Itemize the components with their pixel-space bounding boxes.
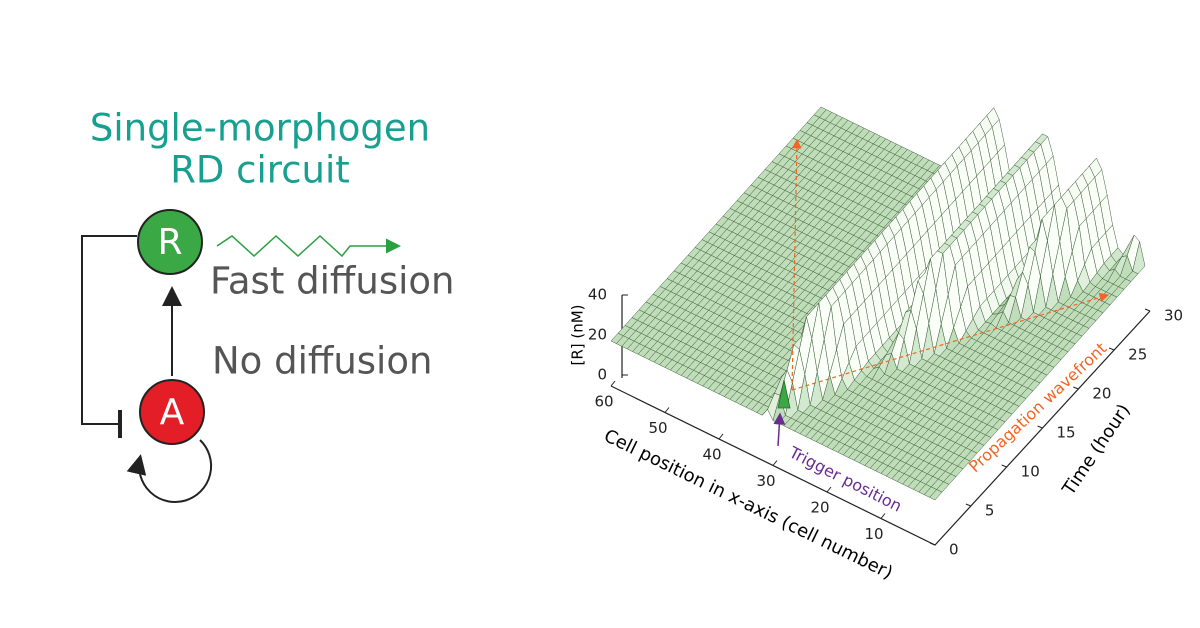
node-a	[139, 379, 205, 445]
edge-label: Fast diffusion	[210, 260, 454, 303]
tick-mark	[1108, 347, 1115, 351]
node-label: R	[157, 222, 182, 263]
tick-label: 0	[949, 541, 959, 559]
circuit: Single-morphogen RD circuit R A Fast dif…	[81, 107, 454, 503]
diffusion-arrow	[216, 234, 401, 258]
tick-label: 5	[985, 502, 995, 520]
tick-mark	[1144, 308, 1151, 312]
tick-mark	[1073, 386, 1079, 390]
tick-mark	[772, 460, 778, 466]
tick-mark	[718, 433, 724, 440]
tick-label: 10	[1021, 463, 1040, 481]
tick-mark	[610, 380, 616, 387]
tick-label: 60	[594, 393, 613, 411]
tick-label: 20	[1092, 385, 1111, 403]
wavefront-arrow	[791, 292, 1110, 391]
tick-label: 40	[588, 286, 607, 304]
tick-label: 15	[1057, 424, 1076, 442]
surface-patch	[929, 489, 943, 501]
tick-label: 50	[648, 419, 667, 437]
tick-label: 20	[588, 326, 607, 344]
tick-mark	[1037, 425, 1043, 429]
tick-mark	[664, 407, 670, 413]
tick-label: 40	[702, 446, 721, 464]
self-loop	[126, 439, 213, 503]
axis-title: [R] (nM)	[569, 304, 587, 365]
node-label: A	[160, 392, 185, 433]
trigger-spike	[777, 379, 791, 409]
edge-label: No diffusion	[212, 340, 432, 383]
tick-mark	[826, 486, 832, 493]
tick-label: 30	[1164, 307, 1183, 325]
tick-label: 25	[1128, 346, 1147, 364]
surface-mesh	[610, 106, 1146, 501]
tick-mark	[880, 513, 886, 519]
tick-mark	[1001, 464, 1007, 468]
inhibition	[81, 235, 137, 425]
tick-label: 0	[597, 366, 607, 384]
trigger-arrow	[773, 412, 786, 447]
tick-mark	[965, 503, 972, 507]
tick-label: 10	[864, 525, 883, 543]
axis-title: Time (hour)	[1058, 400, 1135, 500]
tick-label: 30	[756, 472, 775, 490]
title: RD circuit	[170, 149, 350, 192]
tick-label: 20	[810, 499, 829, 517]
tick-mark	[929, 542, 936, 546]
title: Single-morphogen	[90, 107, 430, 150]
node-r	[137, 209, 203, 275]
